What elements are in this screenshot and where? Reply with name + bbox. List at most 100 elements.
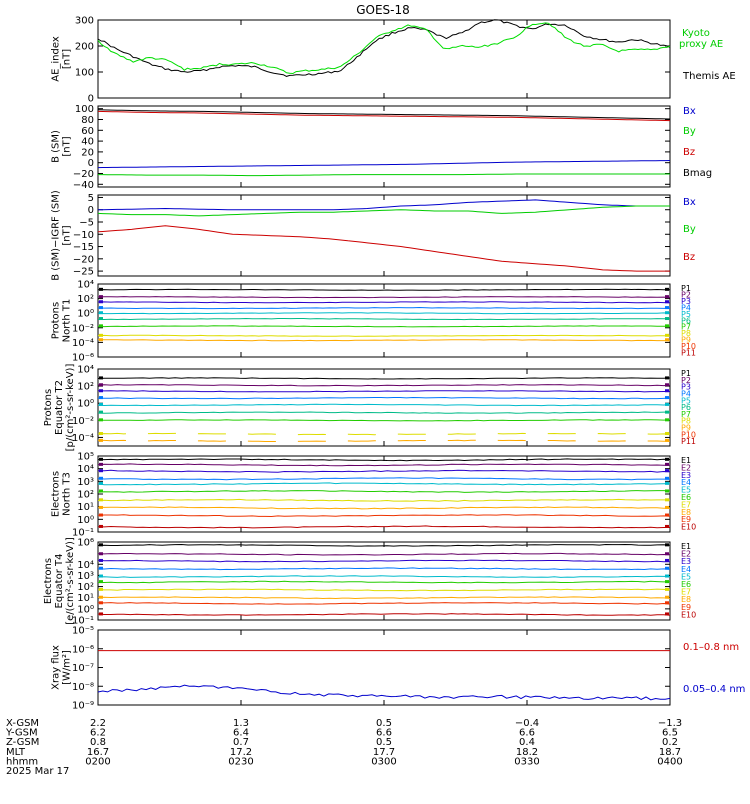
y-tick-label: 10⁻⁴: [72, 338, 94, 349]
panel-prot_e: [97, 368, 671, 447]
channel-label-p8: P8: [681, 417, 691, 426]
x-axis-value: 0.2: [662, 737, 678, 748]
channel-label-p6: P6: [681, 316, 691, 325]
channel-marker: [99, 505, 103, 509]
y-tick-label: 10⁻⁶: [72, 644, 94, 655]
channel-marker: [99, 383, 103, 387]
legend-entry: Bx: [683, 106, 696, 117]
channel-marker: [99, 566, 103, 570]
channel-label-p2: P2: [681, 290, 691, 299]
x-axis-value: 0.4: [519, 737, 535, 748]
x-axis-value: 0.8: [90, 737, 106, 748]
channel-marker: [665, 311, 669, 315]
channel-line-p8: [97, 432, 671, 436]
channel-marker: [665, 595, 669, 599]
x-axis-row-label: MLT: [6, 747, 26, 758]
channel-label-e7: E7: [681, 588, 691, 597]
legend-entry: By: [683, 126, 696, 137]
channel-marker: [99, 295, 103, 299]
channel-marker: [99, 306, 103, 310]
channel-label-e3: E3: [681, 557, 691, 566]
channel-line-p4: [98, 396, 671, 400]
channel-line-e9: [97, 602, 671, 605]
channel-marker: [665, 505, 669, 509]
channel-label-p6: P6: [681, 403, 691, 412]
channel-marker: [665, 469, 669, 473]
channel-label-p9: P9: [681, 424, 691, 433]
legend-entry: 0.05–0.4 nm: [683, 684, 745, 695]
legend-entry: By: [683, 224, 696, 235]
panel-bigrf: [97, 194, 671, 277]
channel-marker: [99, 376, 103, 380]
channel-label-e6: E6: [681, 493, 691, 502]
channel-label-p11: P11: [681, 349, 696, 358]
channel-marker: [99, 300, 103, 304]
y-tick-label: 10⁻⁷: [72, 663, 94, 674]
channel-marker: [665, 396, 669, 400]
channel-marker: [99, 587, 103, 591]
y-tick-label: 300: [75, 16, 94, 27]
x-axis-value: 0300: [371, 756, 396, 767]
channel-marker: [665, 552, 669, 556]
panel-elec_n: [97, 455, 671, 533]
x-axis-value: 0230: [228, 756, 253, 767]
channel-label-p11: P11: [681, 437, 696, 446]
y-tick-label: 10²: [77, 294, 94, 305]
channel-marker: [665, 300, 669, 304]
channel-marker: [665, 476, 669, 480]
series-line-bz: [97, 225, 670, 272]
y-tick-label: 5: [88, 193, 94, 204]
x-axis-value: −1.3: [658, 718, 682, 729]
channel-line-p4: [97, 306, 670, 310]
channel-marker: [99, 287, 103, 291]
y-axis-label: Protons: [43, 389, 54, 426]
channel-line-e9: [97, 514, 671, 518]
channel-line-e3: [97, 559, 670, 563]
y-tick-label: 20: [81, 147, 94, 158]
channel-line-e2: [97, 552, 671, 556]
legend-entry: Bx: [683, 197, 696, 208]
y-tick-label: −15: [73, 242, 94, 253]
channel-marker: [665, 566, 669, 570]
channel-line-e6: [97, 490, 671, 493]
channel-marker: [665, 295, 669, 299]
channel-label-e9: E9: [681, 515, 691, 524]
y-tick-label: 60: [81, 126, 94, 137]
y-axis-label: [p/(cm²-s-sr-keV)]: [65, 364, 76, 452]
channel-label-p8: P8: [681, 329, 691, 338]
y-tick-label: 10⁴: [77, 560, 94, 571]
channel-marker: [665, 587, 669, 591]
channel-marker: [99, 552, 103, 556]
channel-marker: [665, 389, 669, 393]
channel-line-e1: [98, 458, 671, 462]
channel-line-p2: [97, 296, 671, 299]
channel-marker: [99, 513, 103, 517]
y-tick-label: 10⁻²: [72, 416, 94, 427]
channel-marker: [99, 595, 103, 599]
channel-label-p3: P3: [681, 297, 691, 306]
y-tick-label: 10⁻¹: [72, 616, 94, 627]
channel-marker: [665, 418, 669, 422]
y-axis-label: AE_index: [51, 36, 62, 82]
y-axis-label: B (SM)−IGRF (SM): [51, 190, 62, 281]
channel-line-e6: [98, 580, 671, 584]
channel-label-p2: P2: [681, 376, 691, 385]
channel-marker: [99, 524, 103, 528]
panel-frame: [97, 368, 671, 447]
x-axis-row-label: Z-GSM: [6, 737, 39, 748]
channel-line-p7: [97, 325, 671, 328]
x-axis-value: 0.7: [233, 737, 249, 748]
channel-line-e4: [97, 567, 671, 571]
channel-line-p3: [97, 390, 670, 393]
y-tick-label: 10⁰: [77, 309, 94, 320]
y-tick-label: 10⁴: [77, 280, 94, 291]
channel-line-p2: [97, 384, 671, 387]
panel-ae: [97, 19, 671, 99]
channel-line-e5: [97, 482, 671, 486]
y-tick-label: 10³: [77, 477, 94, 488]
x-axis-value: 0.5: [376, 737, 392, 748]
y-tick-label: 100: [75, 104, 94, 115]
x-axis-value: 0.5: [376, 718, 392, 729]
series-line-bmag: [97, 109, 671, 120]
y-axis-label: North T1: [62, 299, 73, 343]
